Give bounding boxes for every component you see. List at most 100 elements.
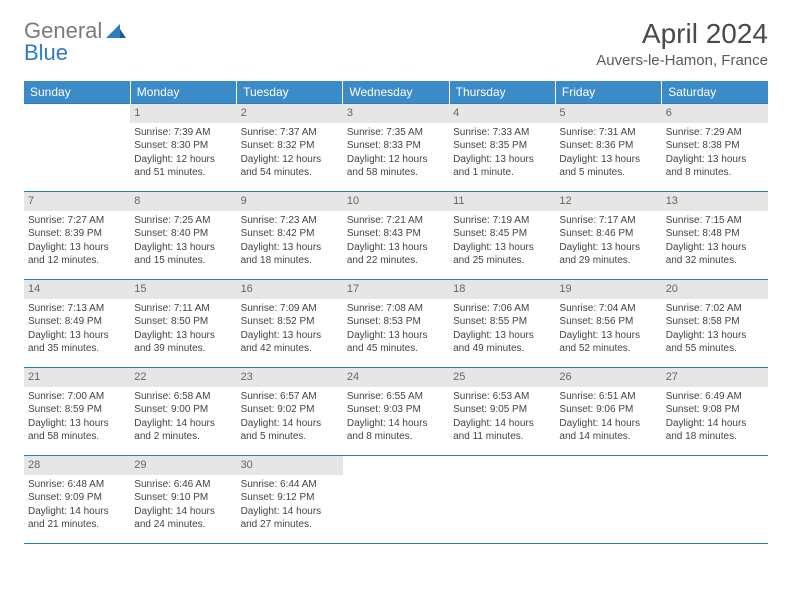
day-number: 25 (449, 368, 555, 387)
day-number: 22 (130, 368, 236, 387)
calendar-cell: 12Sunrise: 7:17 AMSunset: 8:46 PMDayligh… (555, 192, 661, 280)
day-number: 14 (24, 280, 130, 299)
calendar-cell (24, 104, 130, 192)
location: Auvers-le-Hamon, France (596, 52, 768, 69)
calendar-cell: 14Sunrise: 7:13 AMSunset: 8:49 PMDayligh… (24, 280, 130, 368)
calendar-cell: 19Sunrise: 7:04 AMSunset: 8:56 PMDayligh… (555, 280, 661, 368)
sunset-text: Sunset: 9:12 PM (241, 491, 339, 505)
sunrise-text: Sunrise: 7:31 AM (559, 126, 657, 140)
calendar-cell: 26Sunrise: 6:51 AMSunset: 9:06 PMDayligh… (555, 368, 661, 456)
sunset-text: Sunset: 8:49 PM (28, 315, 126, 329)
sunrise-text: Sunrise: 7:11 AM (134, 302, 232, 316)
weekday-header: Sunday (24, 81, 130, 104)
daylight-text: Daylight: 12 hours and 58 minutes. (347, 153, 445, 180)
weekday-header-row: Sunday Monday Tuesday Wednesday Thursday… (24, 81, 768, 104)
calendar-cell: 28Sunrise: 6:48 AMSunset: 9:09 PMDayligh… (24, 456, 130, 544)
daylight-text: Daylight: 13 hours and 55 minutes. (666, 329, 764, 356)
sunset-text: Sunset: 9:03 PM (347, 403, 445, 417)
daylight-text: Daylight: 13 hours and 42 minutes. (241, 329, 339, 356)
calendar-row: 14 Sunrise: 7:13 AMSunset: 8:49 PM Dayligh… (24, 280, 768, 368)
sunset-text: Sunset: 8:45 PM (453, 227, 551, 241)
sunrise-text: Sunrise: 7:35 AM (347, 126, 445, 140)
daylight-text: Daylight: 13 hours and 25 minutes. (453, 241, 551, 268)
sunrise-text: Sunrise: 6:51 AM (559, 390, 657, 404)
weekday-header: Saturday (662, 81, 768, 104)
daylight-text: Daylight: 13 hours and 29 minutes. (559, 241, 657, 268)
day-number: 26 (555, 368, 661, 387)
calendar-cell: 30Sunrise: 6:44 AMSunset: 9:12 PMDayligh… (237, 456, 343, 544)
day-number: 30 (237, 456, 343, 475)
sunrise-text: Sunrise: 6:57 AM (241, 390, 339, 404)
day-number: 19 (555, 280, 661, 299)
daylight-text: Daylight: 13 hours and 15 minutes. (134, 241, 232, 268)
weekday-header: Monday (130, 81, 236, 104)
sunrise-text: Sunrise: 7:27 AM (28, 214, 126, 228)
calendar-cell: 23Sunrise: 6:57 AMSunset: 9:02 PMDayligh… (237, 368, 343, 456)
sunset-text: Sunset: 9:02 PM (241, 403, 339, 417)
sunrise-text: Sunrise: 7:29 AM (666, 126, 764, 140)
day-number: 28 (24, 456, 130, 475)
daylight-text: Daylight: 13 hours and 12 minutes. (28, 241, 126, 268)
day-number: 5 (555, 104, 661, 123)
daylight-text: Daylight: 13 hours and 22 minutes. (347, 241, 445, 268)
weekday-header: Tuesday (237, 81, 343, 104)
daylight-text: Daylight: 14 hours and 8 minutes. (347, 417, 445, 444)
calendar-cell (555, 456, 661, 544)
sunset-text: Sunset: 9:09 PM (28, 491, 126, 505)
sunrise-text: Sunrise: 7:00 AM (28, 390, 126, 404)
empty-day (343, 456, 449, 475)
calendar-cell: 13Sunrise: 7:15 AMSunset: 8:48 PMDayligh… (662, 192, 768, 280)
daylight-text: Daylight: 14 hours and 14 minutes. (559, 417, 657, 444)
sunset-text: Sunset: 8:58 PM (666, 315, 764, 329)
calendar-row: 1Sunrise: 7:39 AMSunset: 8:30 PMDaylight… (24, 104, 768, 192)
daylight-text: Daylight: 13 hours and 18 minutes. (241, 241, 339, 268)
day-number: 12 (555, 192, 661, 211)
sunset-text: Sunset: 8:42 PM (241, 227, 339, 241)
sunset-text: Sunset: 8:33 PM (347, 139, 445, 153)
header: General April 2024 Auvers-le-Hamon, Fran… (24, 18, 768, 69)
sunrise-text: Sunrise: 7:09 AM (241, 302, 339, 316)
sunset-text: Sunset: 8:53 PM (347, 315, 445, 329)
calendar-cell: 17Sunrise: 7:08 AMSunset: 8:53 PMDayligh… (343, 280, 449, 368)
calendar-body: 1Sunrise: 7:39 AMSunset: 8:30 PMDaylight… (24, 104, 768, 544)
daylight-text: Daylight: 14 hours and 24 minutes. (134, 505, 232, 532)
day-number: 1 (130, 104, 236, 123)
sunset-text: Sunset: 9:00 PM (134, 403, 232, 417)
day-number: 4 (449, 104, 555, 123)
calendar-table: Sunday Monday Tuesday Wednesday Thursday… (24, 81, 768, 544)
sunset-text: Sunset: 8:50 PM (134, 315, 232, 329)
weekday-header: Thursday (449, 81, 555, 104)
day-number: 11 (449, 192, 555, 211)
weekday-header: Friday (555, 81, 661, 104)
daylight-text: Daylight: 12 hours and 51 minutes. (134, 153, 232, 180)
sunrise-text: Sunrise: 6:48 AM (28, 478, 126, 492)
daylight-text: Daylight: 14 hours and 2 minutes. (134, 417, 232, 444)
day-number: 20 (662, 280, 768, 299)
daylight-text: Daylight: 14 hours and 11 minutes. (453, 417, 551, 444)
sunset-text: Sunset: 8:55 PM (453, 315, 551, 329)
sunrise-text: Sunrise: 7:33 AM (453, 126, 551, 140)
day-number: 6 (662, 104, 768, 123)
title-block: April 2024 Auvers-le-Hamon, France (596, 18, 768, 69)
day-number: 3 (343, 104, 449, 123)
daylight-text: Daylight: 13 hours and 58 minutes. (28, 417, 126, 444)
sunrise-text: Sunrise: 6:46 AM (134, 478, 232, 492)
sunset-text: Sunset: 9:05 PM (453, 403, 551, 417)
sunrise-text: Sunrise: 7:13 AM (28, 302, 126, 316)
calendar-cell: 4Sunrise: 7:33 AMSunset: 8:35 PMDaylight… (449, 104, 555, 192)
daylight-text: Daylight: 14 hours and 5 minutes. (241, 417, 339, 444)
calendar-cell: 3 Sunrise: 7:35 AMSunset: 8:33 PMDaylight… (343, 104, 449, 192)
daylight-text: Daylight: 13 hours and 5 minutes. (559, 153, 657, 180)
day-number: 21 (24, 368, 130, 387)
sunrise-text: Sunrise: 7:02 AM (666, 302, 764, 316)
sunrise-text: Sunrise: 7:17 AM (559, 214, 657, 228)
calendar-row: 21Sunrise: 7:00 AMSunset: 8:59 PMDayligh… (24, 368, 768, 456)
empty-day (24, 104, 130, 123)
calendar-cell: 8Sunrise: 7:25 AMSunset: 8:40 PMDaylight… (130, 192, 236, 280)
daylight-text: Daylight: 13 hours and 8 minutes. (666, 153, 764, 180)
empty-day (449, 456, 555, 475)
day-number: 10 (343, 192, 449, 211)
logo-triangle-icon (106, 20, 126, 43)
daylight-text: Daylight: 13 hours and 39 minutes. (134, 329, 232, 356)
calendar-cell: 20 Sunrise: 7:02 AMSunset: 8:58 PMDayligh… (662, 280, 768, 368)
